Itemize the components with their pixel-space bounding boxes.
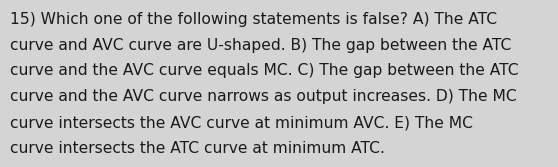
Text: curve and AVC curve are U-shaped. B) The gap between the ATC: curve and AVC curve are U-shaped. B) The… (10, 38, 512, 53)
Text: curve intersects the ATC curve at minimum ATC.: curve intersects the ATC curve at minimu… (10, 141, 385, 156)
Text: curve and the AVC curve narrows as output increases. D) The MC: curve and the AVC curve narrows as outpu… (10, 89, 517, 104)
Text: 15) Which one of the following statements is false? A) The ATC: 15) Which one of the following statement… (10, 12, 497, 27)
Text: curve and the AVC curve equals MC. C) The gap between the ATC: curve and the AVC curve equals MC. C) Th… (10, 63, 519, 78)
Text: curve intersects the AVC curve at minimum AVC. E) The MC: curve intersects the AVC curve at minimu… (10, 115, 473, 130)
